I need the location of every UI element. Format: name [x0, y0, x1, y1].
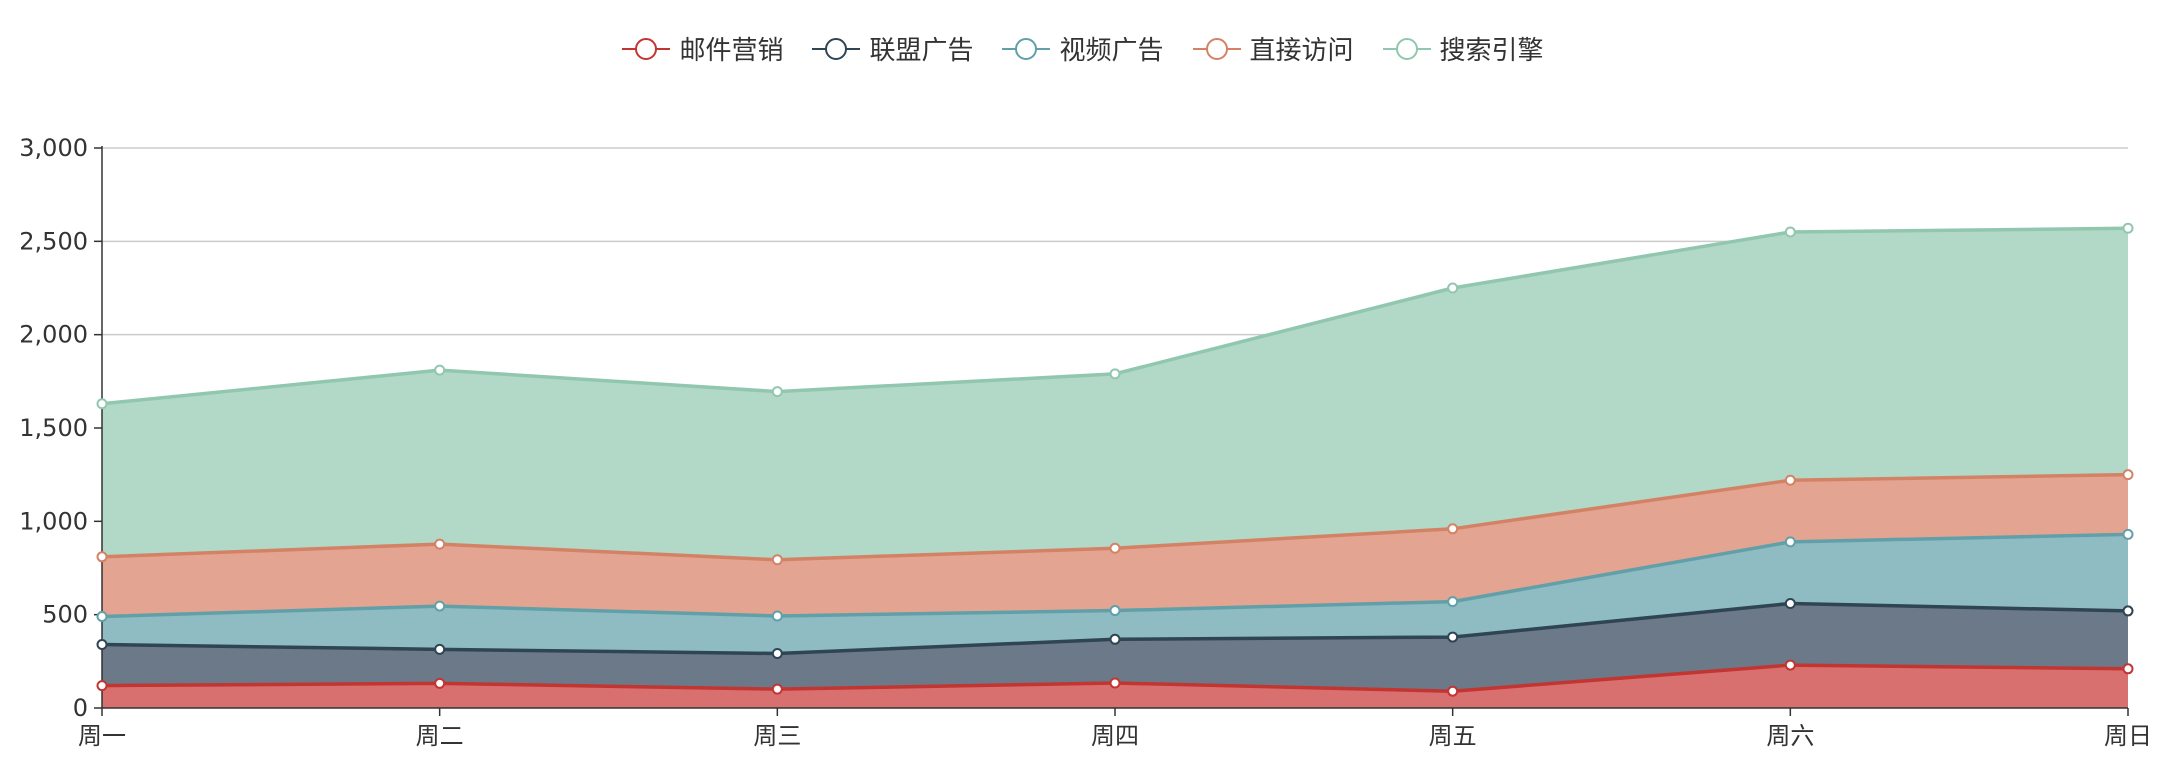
data-point — [96, 680, 108, 692]
y-axis-tick-label: 0 — [73, 694, 88, 722]
y-axis-tick-label: 3,000 — [19, 134, 88, 162]
legend-marker-icon — [1192, 37, 1241, 60]
data-point — [1109, 542, 1121, 554]
data-point — [771, 610, 783, 622]
x-axis-tick-label: 周日 — [2104, 722, 2152, 750]
legend-item-affiliate-ads[interactable]: 联盟广告 — [811, 30, 973, 67]
legend-label: 搜索引擎 — [1439, 36, 1544, 66]
data-point — [1784, 536, 1796, 548]
y-axis-tick-label: 1,500 — [19, 414, 88, 442]
y-axis-tick-label: 500 — [42, 601, 88, 629]
axes: 0 500 1,000 1,500 2,000 2,500 3,000 周一 周二 周三 周四 周五 周… — [19, 134, 2152, 750]
series-area — [102, 228, 2128, 560]
chart-legend: 邮件营销 联盟广告 视频广告 直接访问 — [0, 30, 2165, 67]
y-axis-tick-label: 2,000 — [19, 321, 88, 349]
data-point — [2122, 222, 2134, 234]
data-point — [434, 643, 446, 655]
data-point — [1109, 605, 1121, 617]
data-point — [771, 554, 783, 566]
legend-label: 视频广告 — [1059, 36, 1164, 66]
data-point — [434, 600, 446, 612]
data-points — [96, 222, 2134, 697]
legend-item-direct-access[interactable]: 直接访问 — [1192, 30, 1354, 67]
y-axis-tick-label: 1,000 — [19, 507, 88, 535]
legend-label: 联盟广告 — [869, 36, 974, 66]
y-axis-tick-label: 2,500 — [19, 227, 88, 255]
data-point — [1784, 659, 1796, 671]
legend-marker-icon — [812, 37, 861, 60]
data-point — [771, 647, 783, 659]
x-axis-tick-label: 周二 — [416, 722, 464, 750]
data-point — [1447, 685, 1459, 697]
x-axis-tick-label: 周一 — [78, 722, 126, 750]
legend-marker-icon — [1002, 37, 1051, 60]
data-point — [771, 683, 783, 695]
data-point — [1447, 282, 1459, 294]
data-point — [434, 364, 446, 376]
legend-item-video-ads[interactable]: 视频广告 — [1001, 30, 1164, 67]
x-axis-tick-label: 周五 — [1429, 722, 1477, 750]
data-point — [96, 398, 108, 410]
legend-label: 直接访问 — [1249, 36, 1354, 66]
data-point — [1109, 368, 1121, 380]
x-axis-tick-label: 周六 — [1766, 722, 1814, 750]
series-area — [102, 603, 2128, 692]
data-point — [96, 611, 108, 623]
data-point — [1447, 596, 1459, 608]
data-point — [434, 677, 446, 689]
data-point — [1784, 474, 1796, 486]
legend-item-email-marketing[interactable]: 邮件营销 — [621, 30, 783, 67]
data-point — [771, 386, 783, 398]
legend-label: 邮件营销 — [679, 36, 784, 66]
data-point — [2122, 663, 2134, 675]
data-point — [1109, 677, 1121, 689]
data-point — [2122, 469, 2134, 481]
data-point — [1447, 523, 1459, 535]
data-point — [1447, 631, 1459, 643]
series-area — [102, 474, 2128, 617]
legend-item-search-engine[interactable]: 搜索引擎 — [1382, 30, 1544, 67]
data-point — [96, 639, 108, 651]
data-point — [434, 538, 446, 550]
data-point — [2122, 605, 2134, 617]
series-area — [102, 534, 2128, 654]
data-point — [1784, 597, 1796, 609]
data-point — [1784, 226, 1796, 238]
x-axis-tick-label: 周四 — [1091, 722, 1139, 750]
x-axis-tick-label: 周三 — [753, 722, 801, 750]
data-point — [96, 551, 108, 563]
data-point — [1109, 633, 1121, 645]
legend-marker-icon — [622, 37, 671, 60]
data-point — [2122, 528, 2134, 540]
legend-marker-icon — [1382, 37, 1431, 60]
